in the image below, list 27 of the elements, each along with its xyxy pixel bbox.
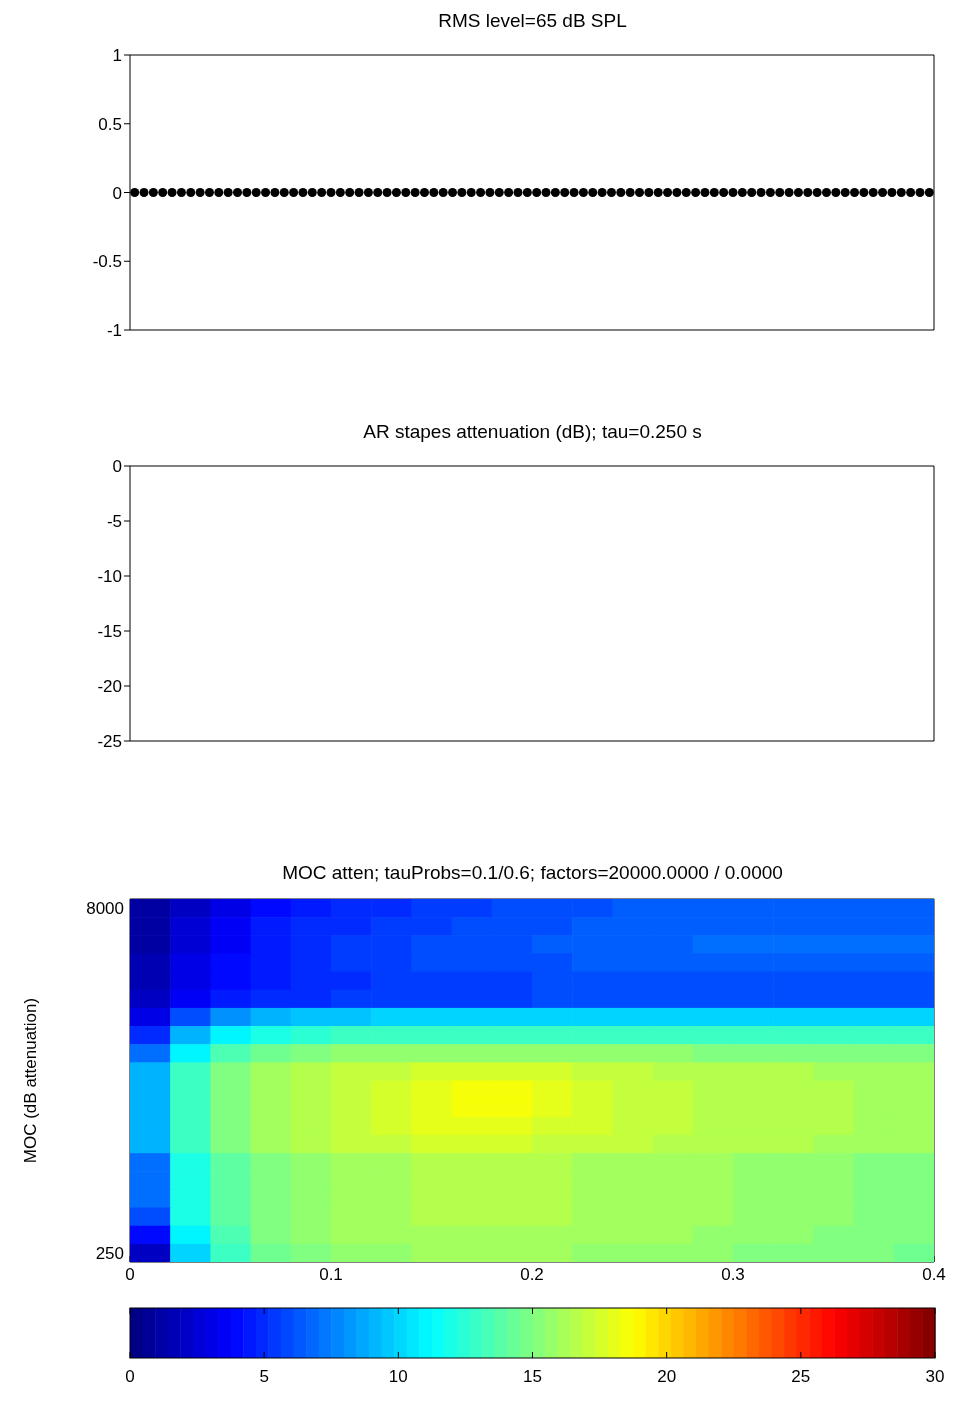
x-tick-label: 0.4 bbox=[922, 1265, 946, 1285]
chart-title: RMS level=65 dB SPL bbox=[437, 9, 628, 33]
y-tick-label: -25 bbox=[97, 732, 122, 752]
chart-title: AR stapes attenuation (dB); tau=0.250 s bbox=[362, 420, 703, 444]
x-tick-label: 0.3 bbox=[721, 1265, 745, 1285]
y-tick-label: -10 bbox=[97, 567, 122, 587]
y-axis-title: MOC (dB attenuation) bbox=[21, 997, 41, 1164]
color-bar-label: 15 bbox=[523, 1367, 542, 1386]
x-tick-label: 0.2 bbox=[520, 1265, 544, 1285]
chart-title: MOC atten; tauProbs=0.1/0.6; factors=20000.0000 / 0.0000 bbox=[281, 861, 784, 885]
y-tick-label: -20 bbox=[97, 677, 122, 697]
y-tick-label: 0 bbox=[112, 183, 122, 203]
x-tick-label: 0.1 bbox=[319, 1265, 343, 1285]
y-tick-label: 0.5 bbox=[98, 114, 122, 134]
y-tick-label: 1 bbox=[112, 46, 122, 66]
y-tick-label: 250 bbox=[95, 1243, 124, 1263]
color-bar-label: 20 bbox=[657, 1367, 677, 1386]
y-tick-label: -1 bbox=[106, 321, 122, 341]
color-bar-label: 5 bbox=[259, 1367, 269, 1386]
color-bar-label: 10 bbox=[388, 1367, 408, 1386]
y-tick-label: -15 bbox=[97, 622, 122, 642]
y-tick-label: -5 bbox=[106, 512, 122, 532]
color-bar-label: 30 bbox=[925, 1367, 945, 1386]
y-tick-label: 0 bbox=[112, 457, 122, 477]
y-tick-label: 8000 bbox=[86, 899, 124, 919]
y-tick-label: -0.5 bbox=[92, 252, 122, 272]
color-bar-label: 25 bbox=[791, 1367, 811, 1386]
